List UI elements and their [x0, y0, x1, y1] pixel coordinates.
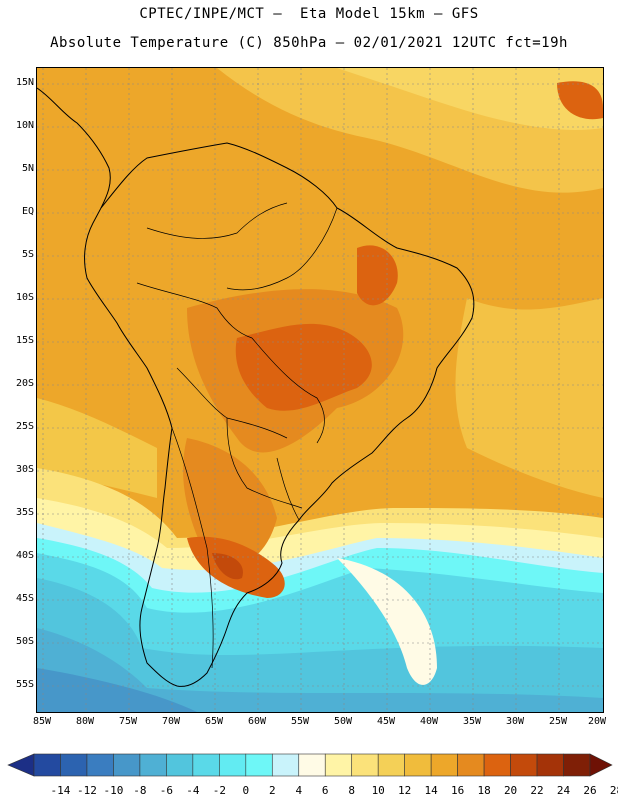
colorbar-label: 2 [268, 784, 276, 797]
colorbar-swatch [139, 753, 167, 777]
field-pale-tongue [337, 558, 437, 685]
map-title-line2: Absolute Temperature (C) 850hPa – 02/01/… [50, 35, 568, 51]
lon-label-40w: 40W [419, 716, 439, 727]
field-east-atlantic [455, 298, 603, 498]
colorbar-label: 16 [450, 784, 465, 797]
lon-label-65w: 65W [204, 716, 224, 727]
temperature-field [37, 68, 603, 712]
colorbar-swatch [536, 753, 564, 777]
colorbar-swatch [457, 753, 485, 777]
field-continent-hot [235, 323, 372, 411]
lat-label-5n: 5N [21, 163, 34, 174]
lon-label-45w: 45W [376, 716, 396, 727]
colorbar-swatch [483, 753, 511, 777]
colorbar-swatch [33, 753, 61, 777]
field-south-deepblue [37, 668, 197, 712]
lon-label-25w: 25W [548, 716, 568, 727]
lat-label-5s: 5S [21, 249, 34, 260]
colorbar-label: 18 [477, 784, 491, 797]
map-title-line1: CPTEC/INPE/MCT – Eta Model 15km – GFS [139, 6, 479, 22]
lon-label-20w: 20W [587, 716, 607, 727]
colorbar-label: 12 [398, 784, 412, 797]
colorbar-swatch [219, 753, 247, 777]
graticule [37, 68, 603, 712]
field-south-blue [37, 628, 603, 712]
lat-label-25s: 25S [15, 421, 34, 432]
lat-label-10n: 10N [15, 120, 34, 131]
colorbar-label: 8 [348, 784, 356, 797]
colorbar-swatch [298, 753, 326, 777]
colorbar-swatch [430, 753, 458, 777]
lat-label-50s: 50S [15, 636, 34, 647]
colorbar-swatch [404, 753, 432, 777]
colorbar-swatch [351, 753, 379, 777]
central-america-coastline [37, 87, 111, 209]
colorbar-label: -8 [133, 784, 147, 797]
colorbar-swatch [113, 753, 141, 777]
lat-label-10s: 10S [15, 292, 34, 303]
colorbar-label: -12 [77, 784, 97, 797]
country-borders [136, 202, 338, 669]
colorbar-swatch [563, 753, 591, 777]
colorbar-swatch [166, 753, 194, 777]
south-america-coastline [84, 142, 475, 687]
lat-label-35s: 35S [15, 507, 34, 518]
colorbar-label: -14 [50, 784, 71, 797]
temperature-colorbar [7, 753, 613, 777]
lon-label-80w: 80W [75, 716, 95, 727]
lon-label-30w: 30W [505, 716, 525, 727]
colorbar-swatch [377, 753, 405, 777]
colorbar-label: -4 [186, 784, 200, 797]
colorbar-swatch [510, 753, 538, 777]
lon-label-35w: 35W [462, 716, 482, 727]
field-pacific-light [37, 398, 157, 498]
lon-label-60w: 60W [247, 716, 267, 727]
colorbar-label: 4 [295, 784, 303, 797]
field-south-teal [37, 578, 603, 712]
colorbar-label: -2 [212, 784, 226, 797]
colorbar-label: 24 [556, 784, 571, 797]
colorbar-label: 22 [530, 784, 544, 797]
colorbar-label: 10 [371, 784, 385, 797]
lat-label-45s: 45S [15, 593, 34, 604]
colorbar-swatch [192, 753, 220, 777]
field-caribbean-hotspot [557, 81, 603, 120]
colorbar-swatch [86, 753, 114, 777]
field-north-band [337, 68, 603, 130]
lat-label-20s: 20S [15, 378, 34, 389]
lat-label-55s: 55S [15, 679, 34, 690]
lon-label-85w: 85W [32, 716, 52, 727]
colorbar-swatch [324, 753, 353, 777]
colorbar-arrow-max [589, 753, 613, 777]
colorbar-label: 28 [609, 784, 618, 797]
colorbar-label: 6 [321, 784, 329, 797]
colorbar-arrow-min [7, 753, 35, 777]
colorbar-label: 26 [583, 784, 597, 797]
lat-label-eq: EQ [21, 206, 34, 217]
colorbar-label: -10 [103, 784, 124, 797]
lon-label-55w: 55W [290, 716, 310, 727]
lat-label-15s: 15S [15, 335, 34, 346]
lon-label-50w: 50W [333, 716, 353, 727]
colorbar-swatch [245, 753, 273, 777]
field-patagonia-core [212, 553, 243, 580]
colorbar-swatch [60, 753, 88, 777]
field-argentina-warm [183, 438, 277, 566]
colorbar-swatch [271, 753, 300, 777]
lat-label-40s: 40S [15, 550, 34, 561]
colorbar-label: 14 [424, 784, 438, 797]
lat-label-30s: 30S [15, 464, 34, 475]
colorbar-label: 0 [242, 784, 250, 797]
field-northeast-hot [357, 245, 398, 306]
colorbar-label: 20 [503, 784, 518, 797]
lat-label-15n: 15N [15, 77, 34, 88]
lon-label-70w: 70W [161, 716, 181, 727]
temperature-map [36, 67, 604, 713]
lon-label-75w: 75W [118, 716, 138, 727]
colorbar-label: -6 [159, 784, 173, 797]
